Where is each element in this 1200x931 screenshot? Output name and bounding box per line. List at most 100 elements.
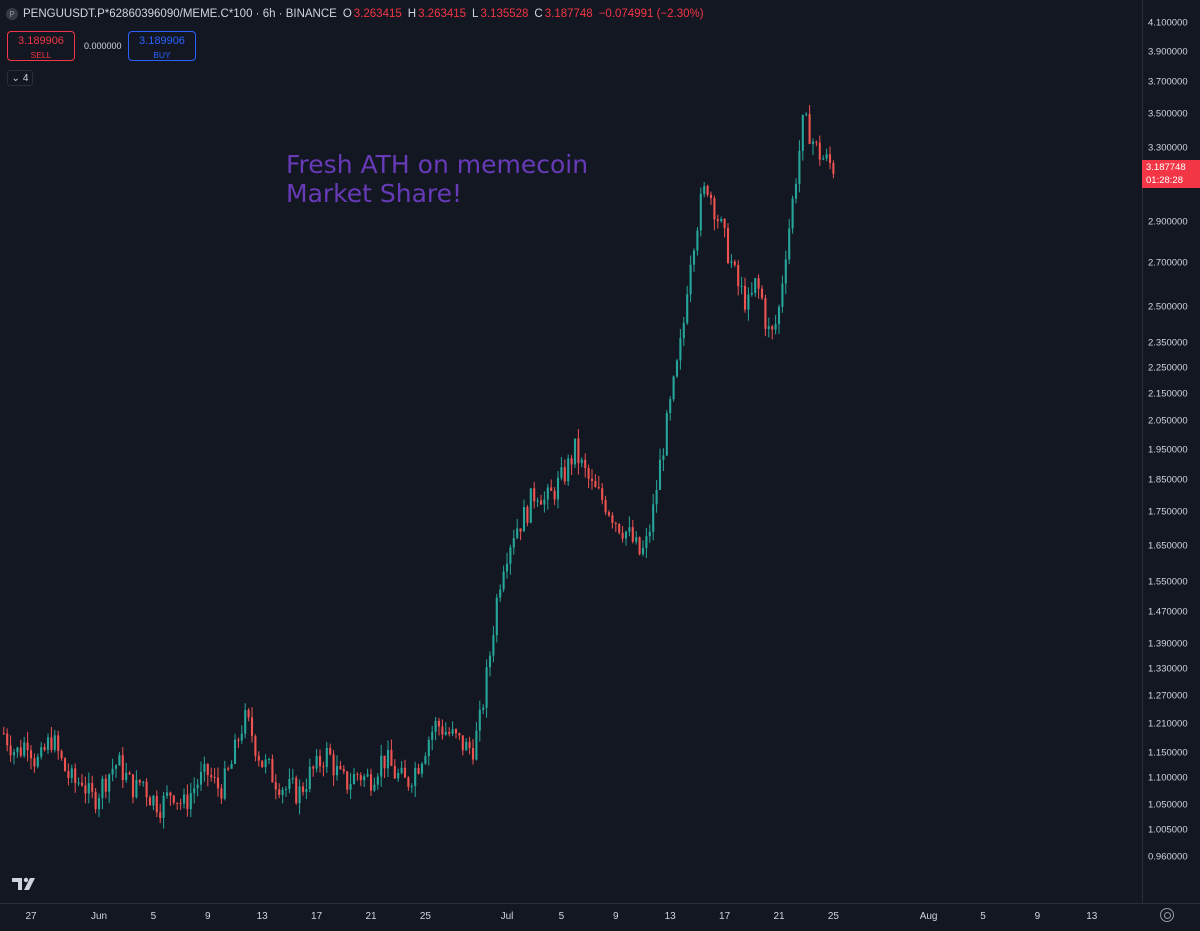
candle-up [77, 782, 80, 784]
time-tick: 9 [205, 911, 211, 922]
candle-down [818, 142, 821, 160]
candle-up [114, 765, 118, 769]
candle-up [485, 667, 488, 708]
candle-down [220, 788, 223, 799]
candle-up [543, 499, 546, 505]
candle-up [40, 747, 43, 757]
candle-down [295, 777, 298, 804]
candle-down [706, 186, 709, 195]
candle-up [53, 735, 56, 750]
candle-down [33, 758, 36, 767]
candle-down [614, 522, 617, 524]
spread-value: 0.000000 [84, 41, 122, 51]
chevron-down-icon: ⌄ [11, 72, 20, 84]
candle-up [427, 739, 430, 757]
price-tick: 1.750000 [1148, 506, 1188, 518]
candle-down [369, 774, 373, 791]
candle-down [145, 781, 148, 798]
candle-down [631, 527, 634, 542]
candle-up [509, 547, 512, 564]
sell-label: SELL [30, 50, 52, 60]
time-tick: 17 [719, 911, 731, 922]
candle-up [373, 784, 376, 791]
candle-up [424, 756, 427, 764]
candle-up [682, 323, 685, 339]
candle-up [784, 259, 787, 284]
candle-down [604, 499, 607, 513]
high-value: 3.263415 [418, 8, 467, 20]
change-value: −0.074991 (−2.30%) [598, 8, 704, 20]
buy-price: 3.189906 [139, 35, 185, 47]
sell-button[interactable]: 3.189906 SELL [7, 31, 75, 61]
chart-area[interactable] [0, 0, 1142, 903]
candle-up [648, 531, 651, 537]
candle-down [322, 766, 325, 768]
candle-up [781, 283, 784, 307]
candle-down [403, 767, 407, 778]
candle-up [142, 781, 145, 783]
candle-down [274, 782, 277, 790]
candle-down [74, 768, 77, 784]
candle-down [709, 194, 713, 199]
candle-down [764, 298, 767, 329]
candle-up [556, 477, 560, 500]
price-tick: 1.650000 [1148, 540, 1188, 552]
time-tick: 5 [980, 911, 986, 922]
price-tick: 2.250000 [1148, 362, 1188, 374]
price-scale[interactable]: 4.100000 3.900000 3.700000 3.500000 3.300000… [1142, 0, 1200, 903]
candle-up [101, 778, 104, 799]
candle-up [822, 158, 825, 160]
time-tick: 21 [365, 911, 377, 922]
tradingview-logo-icon[interactable] [12, 876, 40, 892]
candle-up [658, 459, 662, 490]
time-tick: Jul [500, 911, 514, 922]
bar-countdown: 01:28:28 [1146, 174, 1183, 186]
candle-down [454, 729, 458, 734]
candle-down [601, 488, 604, 500]
candle-down [808, 114, 811, 144]
chart-annotation-text[interactable]: Fresh ATH on memecoin Market Share! [286, 150, 589, 208]
candle-up [335, 765, 339, 776]
symbol-title[interactable]: PENGUUSDT.P*62860396090/MEME.C*100 · 6h … [23, 8, 337, 20]
candle-down [618, 523, 621, 533]
candle-down [216, 777, 220, 789]
time-tick: 25 [419, 911, 431, 922]
candle-up [291, 777, 294, 780]
candle-up [675, 360, 679, 377]
candle-down [104, 778, 107, 792]
candle-up [162, 795, 165, 818]
time-scale[interactable]: 27 Jun 5 9 13 17 21 25 Jul 5 9 13 17 21 25 Aug 5 9 13 [0, 903, 1200, 931]
price-tick: 1.005000 [1148, 824, 1188, 836]
price-tick: 3.700000 [1148, 76, 1188, 88]
candle-up [298, 786, 301, 804]
price-tick: 1.470000 [1148, 606, 1188, 618]
candle-up [696, 230, 699, 251]
candle-up [400, 767, 403, 774]
candle-up [325, 747, 328, 767]
candle-down [390, 749, 393, 767]
high-label: H [407, 8, 417, 20]
candle-down [63, 758, 67, 772]
candle-up [363, 776, 366, 781]
candle-up [750, 292, 753, 295]
candle-up [512, 538, 515, 548]
candlestick-chart[interactable] [0, 0, 1142, 903]
candle-up [628, 527, 631, 532]
candle-down [815, 141, 818, 143]
candle-down [94, 791, 97, 810]
candle-up [451, 729, 454, 734]
symbol-legend[interactable]: P PENGUUSDT.P*62860396090/MEME.C*100 · 6… [6, 8, 704, 20]
candle-up [774, 324, 777, 330]
candle-down [417, 767, 420, 774]
candle-down [458, 733, 461, 736]
candle-up [478, 709, 481, 731]
candle-down [584, 459, 587, 469]
candle-down [577, 438, 580, 464]
settings-gear-icon[interactable] [1160, 908, 1174, 922]
buy-button[interactable]: 3.189906 BUY [128, 31, 196, 61]
candle-down [587, 468, 590, 479]
candle-up [655, 489, 658, 505]
indicators-toggle-button[interactable]: ⌄ 4 [7, 70, 33, 86]
candle-down [832, 163, 835, 175]
candle-down [271, 759, 274, 783]
